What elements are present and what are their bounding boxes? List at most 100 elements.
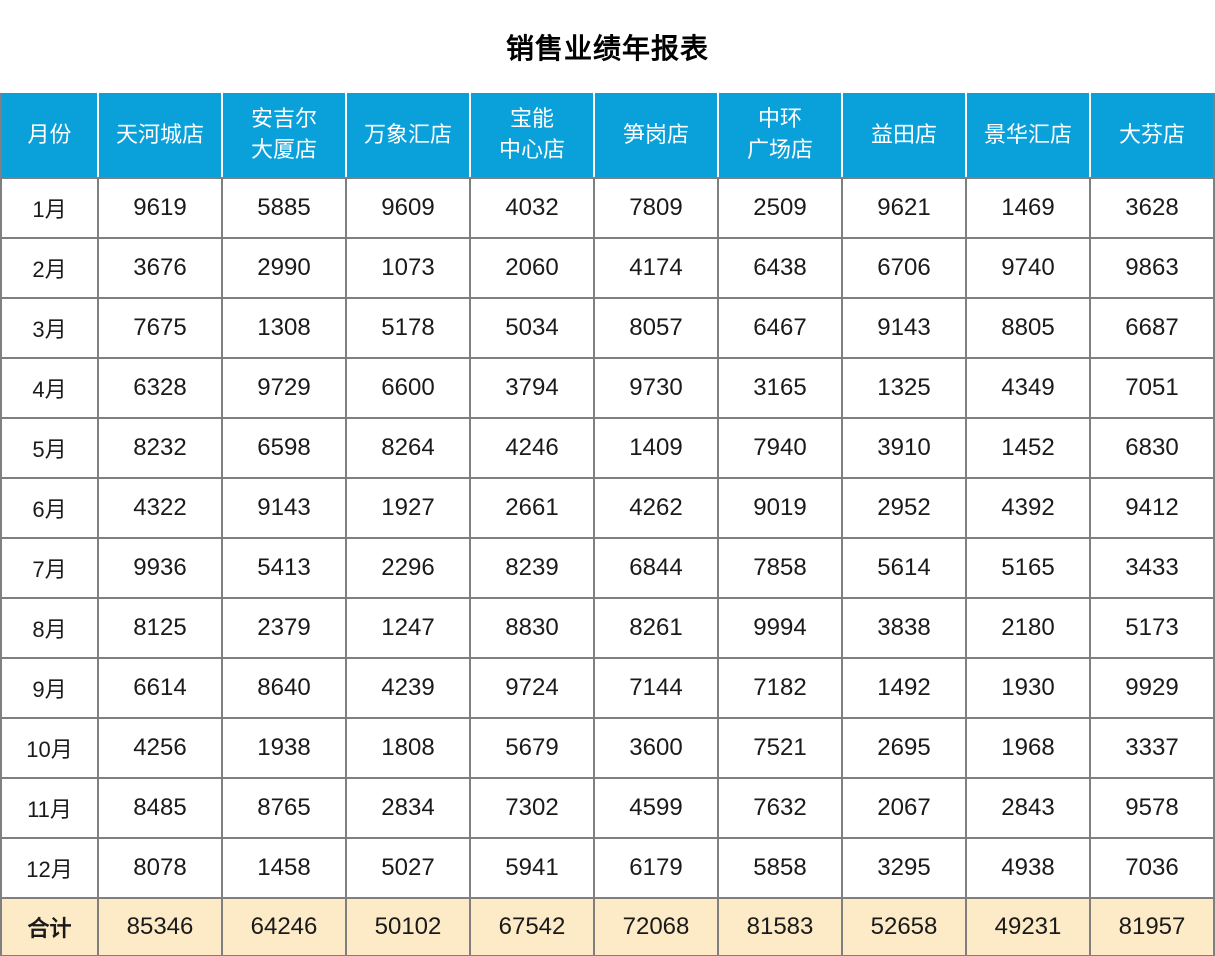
table-footer: 合计 85346 64246 50102 67542 72068 81583 52658 492… bbox=[0, 897, 1215, 956]
table-row: 11月 8485 8765 2834 7302 4599 7632 2067 2843 9578 bbox=[0, 777, 1215, 839]
title-bar: 销售业绩年报表 bbox=[0, 0, 1215, 93]
value-cell: 1927 bbox=[345, 477, 471, 539]
value-cell: 4174 bbox=[593, 237, 719, 299]
value-cell: 3838 bbox=[841, 597, 967, 659]
total-value-cell: 81957 bbox=[1089, 897, 1215, 956]
total-value-cell: 81583 bbox=[717, 897, 843, 956]
month-cell: 12月 bbox=[0, 837, 99, 899]
value-cell: 8805 bbox=[965, 297, 1091, 359]
value-cell: 3165 bbox=[717, 357, 843, 419]
value-cell: 2990 bbox=[221, 237, 347, 299]
value-cell: 2509 bbox=[717, 177, 843, 239]
value-cell: 1808 bbox=[345, 717, 471, 779]
value-cell: 4256 bbox=[97, 717, 223, 779]
value-cell: 5027 bbox=[345, 837, 471, 899]
table-row: 9月 6614 8640 4239 9724 7144 7182 1492 1930 9929 bbox=[0, 657, 1215, 719]
value-cell: 2180 bbox=[965, 597, 1091, 659]
header-cell-store: 天河城店 bbox=[97, 93, 223, 179]
value-cell: 3433 bbox=[1089, 537, 1215, 599]
value-cell: 4032 bbox=[469, 177, 595, 239]
value-cell: 2067 bbox=[841, 777, 967, 839]
value-cell: 1458 bbox=[221, 837, 347, 899]
table-row: 12月 8078 1458 5027 5941 6179 5858 3295 4938 7036 bbox=[0, 837, 1215, 899]
total-value-cell: 50102 bbox=[345, 897, 471, 956]
value-cell: 1409 bbox=[593, 417, 719, 479]
month-cell: 9月 bbox=[0, 657, 99, 719]
value-cell: 5034 bbox=[469, 297, 595, 359]
value-cell: 1247 bbox=[345, 597, 471, 659]
value-cell: 5885 bbox=[221, 177, 347, 239]
value-cell: 6830 bbox=[1089, 417, 1215, 479]
header-cell-store: 宝能 中心店 bbox=[469, 93, 595, 179]
value-cell: 1492 bbox=[841, 657, 967, 719]
total-value-cell: 49231 bbox=[965, 897, 1091, 956]
header-cell-store: 安吉尔 大厦店 bbox=[221, 93, 347, 179]
value-cell: 9724 bbox=[469, 657, 595, 719]
value-cell: 9143 bbox=[841, 297, 967, 359]
value-cell: 9740 bbox=[965, 237, 1091, 299]
total-row: 合计 85346 64246 50102 67542 72068 81583 52658 492… bbox=[0, 897, 1215, 956]
value-cell: 1308 bbox=[221, 297, 347, 359]
header-cell-store: 中环 广场店 bbox=[717, 93, 843, 179]
value-cell: 7809 bbox=[593, 177, 719, 239]
value-cell: 5614 bbox=[841, 537, 967, 599]
value-cell: 8125 bbox=[97, 597, 223, 659]
table-row: 3月 7675 1308 5178 5034 8057 6467 9143 8805 6687 bbox=[0, 297, 1215, 359]
table-row: 5月 8232 6598 8264 4246 1409 7940 3910 1452 6830 bbox=[0, 417, 1215, 479]
value-cell: 5679 bbox=[469, 717, 595, 779]
table-row: 7月 9936 5413 2296 8239 6844 7858 5614 5165 3433 bbox=[0, 537, 1215, 599]
value-cell: 8765 bbox=[221, 777, 347, 839]
value-cell: 2379 bbox=[221, 597, 347, 659]
value-cell: 8239 bbox=[469, 537, 595, 599]
month-cell: 10月 bbox=[0, 717, 99, 779]
value-cell: 1930 bbox=[965, 657, 1091, 719]
month-cell: 1月 bbox=[0, 177, 99, 239]
month-cell: 6月 bbox=[0, 477, 99, 539]
value-cell: 4239 bbox=[345, 657, 471, 719]
value-cell: 8640 bbox=[221, 657, 347, 719]
total-value-cell: 64246 bbox=[221, 897, 347, 956]
value-cell: 6844 bbox=[593, 537, 719, 599]
value-cell: 3628 bbox=[1089, 177, 1215, 239]
value-cell: 1968 bbox=[965, 717, 1091, 779]
value-cell: 5413 bbox=[221, 537, 347, 599]
value-cell: 2661 bbox=[469, 477, 595, 539]
value-cell: 7675 bbox=[97, 297, 223, 359]
value-cell: 3337 bbox=[1089, 717, 1215, 779]
value-cell: 5178 bbox=[345, 297, 471, 359]
header-cell-store: 笋岗店 bbox=[593, 93, 719, 179]
value-cell: 4262 bbox=[593, 477, 719, 539]
value-cell: 7302 bbox=[469, 777, 595, 839]
value-cell: 3794 bbox=[469, 357, 595, 419]
value-cell: 4599 bbox=[593, 777, 719, 839]
value-cell: 4246 bbox=[469, 417, 595, 479]
table-header: 月份 天河城店 安吉尔 大厦店 万象汇店 宝能 中心店 笋岗店 中环 广场店 益田店 景华汇店大… bbox=[0, 93, 1215, 179]
value-cell: 8232 bbox=[97, 417, 223, 479]
month-cell: 11月 bbox=[0, 777, 99, 839]
table-row: 8月 8125 2379 1247 8830 8261 9994 3838 2180 5173 bbox=[0, 597, 1215, 659]
header-cell-store: 大芬店 bbox=[1089, 93, 1215, 179]
value-cell: 5173 bbox=[1089, 597, 1215, 659]
total-value-cell: 72068 bbox=[593, 897, 719, 956]
value-cell: 6706 bbox=[841, 237, 967, 299]
value-cell: 6687 bbox=[1089, 297, 1215, 359]
value-cell: 9729 bbox=[221, 357, 347, 419]
value-cell: 2843 bbox=[965, 777, 1091, 839]
value-cell: 6467 bbox=[717, 297, 843, 359]
value-cell: 8264 bbox=[345, 417, 471, 479]
value-cell: 9730 bbox=[593, 357, 719, 419]
value-cell: 6179 bbox=[593, 837, 719, 899]
value-cell: 7632 bbox=[717, 777, 843, 839]
value-cell: 2060 bbox=[469, 237, 595, 299]
value-cell: 1938 bbox=[221, 717, 347, 779]
value-cell: 7940 bbox=[717, 417, 843, 479]
value-cell: 7051 bbox=[1089, 357, 1215, 419]
value-cell: 9609 bbox=[345, 177, 471, 239]
value-cell: 7182 bbox=[717, 657, 843, 719]
value-cell: 1452 bbox=[965, 417, 1091, 479]
total-label-cell: 合计 bbox=[0, 897, 99, 956]
value-cell: 8830 bbox=[469, 597, 595, 659]
header-cell-store: 景华汇店 bbox=[965, 93, 1091, 179]
table-row: 2月 3676 2990 1073 2060 4174 6438 6706 9740 9863 bbox=[0, 237, 1215, 299]
